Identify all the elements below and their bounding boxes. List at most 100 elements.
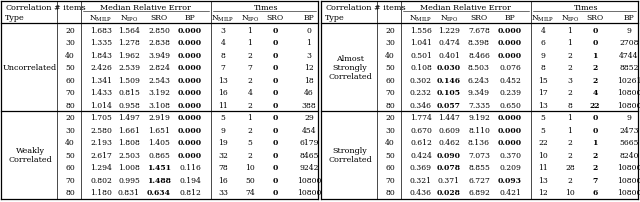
Text: 1.843: 1.843 xyxy=(90,52,112,60)
Text: 0.612: 0.612 xyxy=(410,139,432,147)
Text: 0.958: 0.958 xyxy=(118,101,140,109)
Text: 1: 1 xyxy=(248,114,252,122)
Text: Strongly
Correlated: Strongly Correlated xyxy=(328,146,372,163)
Text: 1.229: 1.229 xyxy=(438,27,460,35)
Text: 60: 60 xyxy=(65,164,75,171)
Text: 9: 9 xyxy=(221,126,225,134)
Text: 11: 11 xyxy=(538,164,548,171)
Text: 29: 29 xyxy=(304,114,314,122)
Text: 2: 2 xyxy=(248,151,252,159)
Text: 2.503: 2.503 xyxy=(118,151,140,159)
Text: 33: 33 xyxy=(218,188,228,196)
Text: 0.802: 0.802 xyxy=(90,176,112,184)
Text: 0.000: 0.000 xyxy=(178,64,202,72)
Text: 0.093: 0.093 xyxy=(498,176,522,184)
Text: 46: 46 xyxy=(304,89,314,97)
Text: 40: 40 xyxy=(65,139,75,147)
Text: 1.683: 1.683 xyxy=(90,27,112,35)
Text: 1.008: 1.008 xyxy=(118,164,140,171)
Text: 2: 2 xyxy=(568,89,572,97)
Text: 0.000: 0.000 xyxy=(178,126,202,134)
Text: 0.000: 0.000 xyxy=(178,114,202,122)
Text: 2: 2 xyxy=(248,101,252,109)
Text: 20: 20 xyxy=(385,114,395,122)
Text: 0.000: 0.000 xyxy=(498,39,522,47)
Text: 8.466: 8.466 xyxy=(468,52,490,60)
Text: 1.014: 1.014 xyxy=(90,101,112,109)
Text: 2: 2 xyxy=(248,52,252,60)
Text: 0.421: 0.421 xyxy=(499,188,521,196)
Text: 2: 2 xyxy=(593,151,598,159)
Text: 1: 1 xyxy=(248,39,252,47)
Text: 28: 28 xyxy=(565,164,575,171)
Text: 3.108: 3.108 xyxy=(148,101,170,109)
Text: 4: 4 xyxy=(592,89,598,97)
Text: 50: 50 xyxy=(245,176,255,184)
Text: 0: 0 xyxy=(307,27,312,35)
Text: 1.962: 1.962 xyxy=(118,52,140,60)
Text: 0.302: 0.302 xyxy=(410,77,432,84)
Text: 0: 0 xyxy=(272,101,278,109)
Text: 3: 3 xyxy=(307,52,312,60)
Text: 0.424: 0.424 xyxy=(410,151,432,159)
Text: 13: 13 xyxy=(538,176,548,184)
Text: 2: 2 xyxy=(568,151,572,159)
Text: 1.808: 1.808 xyxy=(118,139,140,147)
Text: 0.452: 0.452 xyxy=(499,77,521,84)
Text: 0.078: 0.078 xyxy=(437,164,461,171)
Text: 7: 7 xyxy=(592,176,598,184)
Text: 2.838: 2.838 xyxy=(148,39,170,47)
Text: 7.073: 7.073 xyxy=(468,151,490,159)
Text: 1.180: 1.180 xyxy=(90,188,112,196)
Text: 30: 30 xyxy=(385,39,395,47)
Text: 0.831: 0.831 xyxy=(118,188,140,196)
Text: 0.146: 0.146 xyxy=(437,77,461,84)
Text: 0.371: 0.371 xyxy=(438,176,460,184)
Text: 0: 0 xyxy=(272,39,278,47)
Text: 6: 6 xyxy=(593,188,598,196)
Text: 2.543: 2.543 xyxy=(148,77,170,84)
Text: 18: 18 xyxy=(304,77,314,84)
Text: 0.321: 0.321 xyxy=(410,176,432,184)
Text: 20: 20 xyxy=(65,27,75,35)
Text: 30: 30 xyxy=(65,39,75,47)
Text: BP: BP xyxy=(623,14,634,22)
Text: SRO: SRO xyxy=(586,14,604,22)
Text: Correlation: Correlation xyxy=(325,3,371,12)
Text: 0: 0 xyxy=(272,52,278,60)
Text: 30: 30 xyxy=(65,126,75,134)
Text: 10: 10 xyxy=(565,188,575,196)
Text: 2: 2 xyxy=(568,176,572,184)
Text: 0: 0 xyxy=(272,139,278,147)
Text: 70: 70 xyxy=(385,89,395,97)
Text: 15: 15 xyxy=(538,77,548,84)
Text: 0.000: 0.000 xyxy=(178,151,202,159)
Text: 8: 8 xyxy=(541,64,545,72)
Text: 2: 2 xyxy=(593,164,598,171)
Text: 0.000: 0.000 xyxy=(178,27,202,35)
Text: 8.136: 8.136 xyxy=(468,139,490,147)
Text: 6: 6 xyxy=(541,39,545,47)
Text: 6.727: 6.727 xyxy=(468,176,490,184)
Text: 0: 0 xyxy=(272,126,278,134)
Text: 0: 0 xyxy=(272,27,278,35)
Text: Type: Type xyxy=(5,14,25,22)
Text: 0.000: 0.000 xyxy=(178,39,202,47)
Text: 0: 0 xyxy=(272,164,278,171)
Text: 0.232: 0.232 xyxy=(410,89,432,97)
Text: 1.651: 1.651 xyxy=(148,126,170,134)
Text: 4: 4 xyxy=(221,39,225,47)
Text: 9.349: 9.349 xyxy=(468,89,490,97)
Text: 8: 8 xyxy=(568,101,572,109)
Text: 8465: 8465 xyxy=(300,151,319,159)
Text: 1.556: 1.556 xyxy=(410,27,432,35)
Text: 2.919: 2.919 xyxy=(148,114,170,122)
Text: 0: 0 xyxy=(592,39,598,47)
Text: 388: 388 xyxy=(301,101,316,109)
Text: 1.509: 1.509 xyxy=(118,77,140,84)
Text: 10: 10 xyxy=(245,164,255,171)
Text: 80: 80 xyxy=(385,101,395,109)
Text: 0.634: 0.634 xyxy=(147,188,171,196)
Text: 2.617: 2.617 xyxy=(90,151,112,159)
Text: 0.076: 0.076 xyxy=(499,64,521,72)
